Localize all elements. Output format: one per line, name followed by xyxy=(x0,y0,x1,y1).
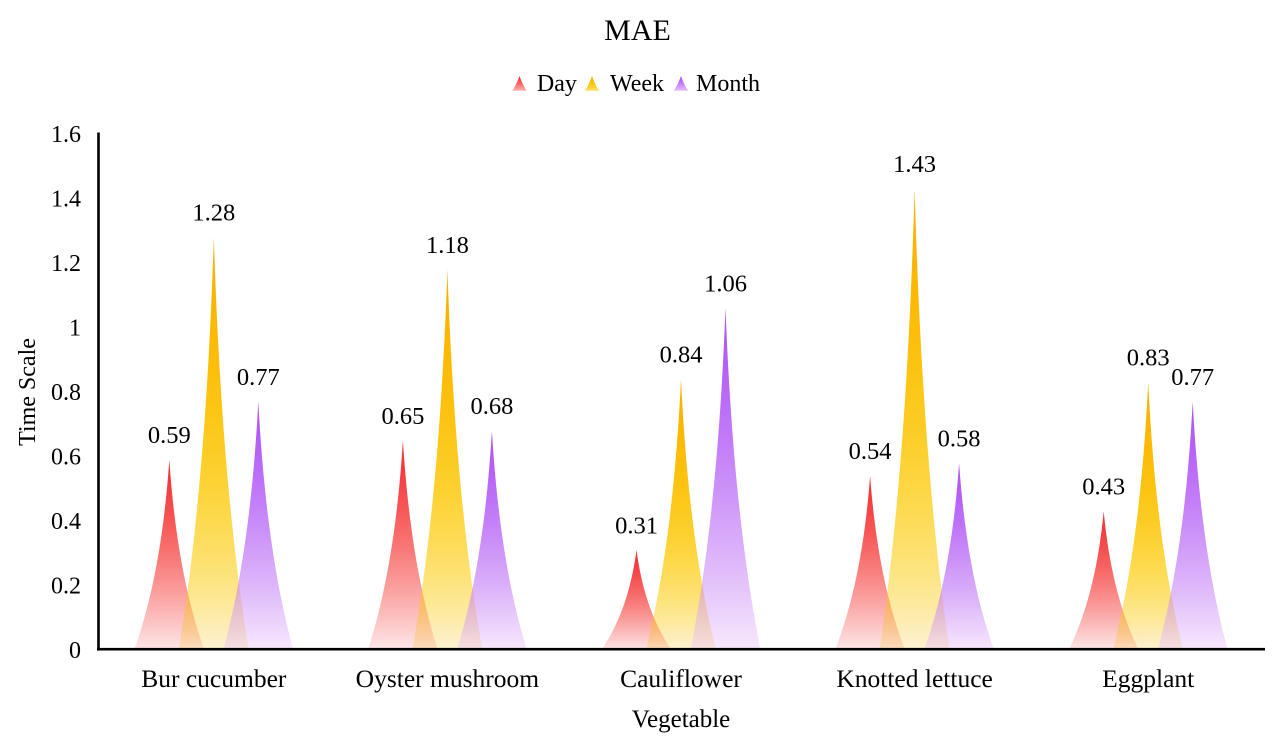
svg-text:0.59: 0.59 xyxy=(148,422,191,449)
svg-text:0.84: 0.84 xyxy=(660,342,703,369)
svg-text:Time Scale: Time Scale xyxy=(15,338,41,446)
svg-text:0.6: 0.6 xyxy=(51,445,81,471)
svg-text:MAE: MAE xyxy=(604,14,671,47)
svg-text:1: 1 xyxy=(69,316,81,342)
svg-text:0.68: 0.68 xyxy=(470,393,513,420)
svg-text:0.77: 0.77 xyxy=(237,364,280,391)
svg-text:0.31: 0.31 xyxy=(615,512,658,539)
svg-text:Eggplant: Eggplant xyxy=(1102,664,1194,693)
svg-text:0.58: 0.58 xyxy=(938,425,981,452)
svg-text:Bur cucumber: Bur cucumber xyxy=(141,664,287,693)
svg-text:0.83: 0.83 xyxy=(1127,345,1170,372)
svg-text:1.6: 1.6 xyxy=(51,122,81,148)
svg-text:1.43: 1.43 xyxy=(893,151,936,178)
svg-text:0.8: 0.8 xyxy=(51,380,81,406)
svg-text:Cauliflower: Cauliflower xyxy=(620,664,742,693)
svg-text:0.65: 0.65 xyxy=(381,403,424,430)
svg-text:0.2: 0.2 xyxy=(51,574,81,600)
svg-text:0.77: 0.77 xyxy=(1171,364,1214,391)
svg-text:0.4: 0.4 xyxy=(51,509,81,535)
svg-text:Oyster mushroom: Oyster mushroom xyxy=(356,664,540,693)
svg-text:1.18: 1.18 xyxy=(426,232,469,259)
svg-text:1.28: 1.28 xyxy=(192,200,235,227)
svg-text:Day: Day xyxy=(537,71,577,97)
svg-text:1.2: 1.2 xyxy=(51,251,81,277)
svg-text:Knotted lettuce: Knotted lettuce xyxy=(836,664,993,693)
svg-text:0.54: 0.54 xyxy=(849,438,892,465)
svg-text:1.4: 1.4 xyxy=(51,187,81,213)
svg-text:0: 0 xyxy=(69,638,81,664)
svg-text:Vegetable: Vegetable xyxy=(632,706,731,733)
svg-text:0.43: 0.43 xyxy=(1082,474,1125,501)
svg-text:1.06: 1.06 xyxy=(704,271,747,298)
svg-text:Week: Week xyxy=(610,71,664,97)
svg-text:Month: Month xyxy=(696,71,760,97)
